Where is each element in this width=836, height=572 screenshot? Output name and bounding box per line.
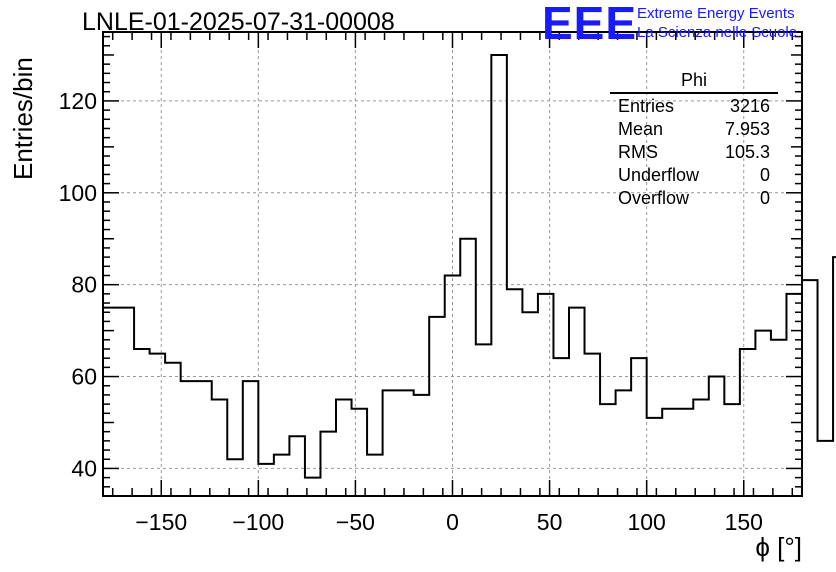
y-axis-label: Entries/bin xyxy=(8,57,38,180)
stats-name: Phi xyxy=(610,70,778,94)
y-tick-label: 40 xyxy=(71,455,97,481)
y-tick-label: 100 xyxy=(59,180,97,206)
eee-logo: EEE xyxy=(542,0,638,49)
stats-row-entries: Entries 3216 xyxy=(610,94,778,117)
stats-label: RMS xyxy=(618,142,658,162)
chart-title: LNLE-01-2025-07-31-00008 xyxy=(82,8,395,36)
x-tick-label: −100 xyxy=(232,509,284,535)
logo-line-2: La Scienza nelle Scuole xyxy=(637,24,798,41)
x-tick-label: 150 xyxy=(725,509,763,535)
stats-label: Entries xyxy=(618,96,675,116)
stats-value: 0 xyxy=(759,165,770,185)
stats-row-mean: Mean 7.953 xyxy=(610,117,778,140)
x-tick-label: −50 xyxy=(336,509,375,535)
stats-row-underflow: Underflow 0 xyxy=(610,163,778,186)
stats-row-overflow: Overflow 0 xyxy=(610,186,778,209)
stats-label: Overflow xyxy=(618,188,690,208)
histogram-outline xyxy=(103,53,836,479)
y-tick-label: 80 xyxy=(71,272,97,298)
stats-row-rms: RMS 105.3 xyxy=(610,140,778,163)
x-tick-label: 0 xyxy=(446,509,459,535)
stats-value: 7.953 xyxy=(724,119,770,139)
x-tick-label: −150 xyxy=(135,509,187,535)
stats-label: Mean xyxy=(618,119,664,139)
y-tick-label: 120 xyxy=(59,88,97,114)
x-axis-label: ϕ [°] xyxy=(755,532,802,562)
x-tick-label: 50 xyxy=(537,509,563,535)
y-tick-labels: 40 60 80 100 120 xyxy=(59,88,97,482)
stats-value: 3216 xyxy=(729,96,770,116)
x-tick-labels: −150 −100 −50 0 50 100 150 xyxy=(135,509,763,535)
y-tick-label: 60 xyxy=(71,364,97,390)
axis-ticks xyxy=(103,32,802,496)
stats-box: Phi Entries 3216 Mean 7.953 RMS 105.3 Under… xyxy=(610,70,778,209)
logo-line-1: Extreme Energy Events xyxy=(637,5,795,22)
x-tick-label: 100 xyxy=(627,509,665,535)
stats-label: Underflow xyxy=(618,165,700,185)
eee-logo-text: Extreme Energy Events La Scienza nelle S… xyxy=(637,4,797,42)
stats-value: 105.3 xyxy=(724,142,770,162)
stats-value: 0 xyxy=(759,188,770,208)
